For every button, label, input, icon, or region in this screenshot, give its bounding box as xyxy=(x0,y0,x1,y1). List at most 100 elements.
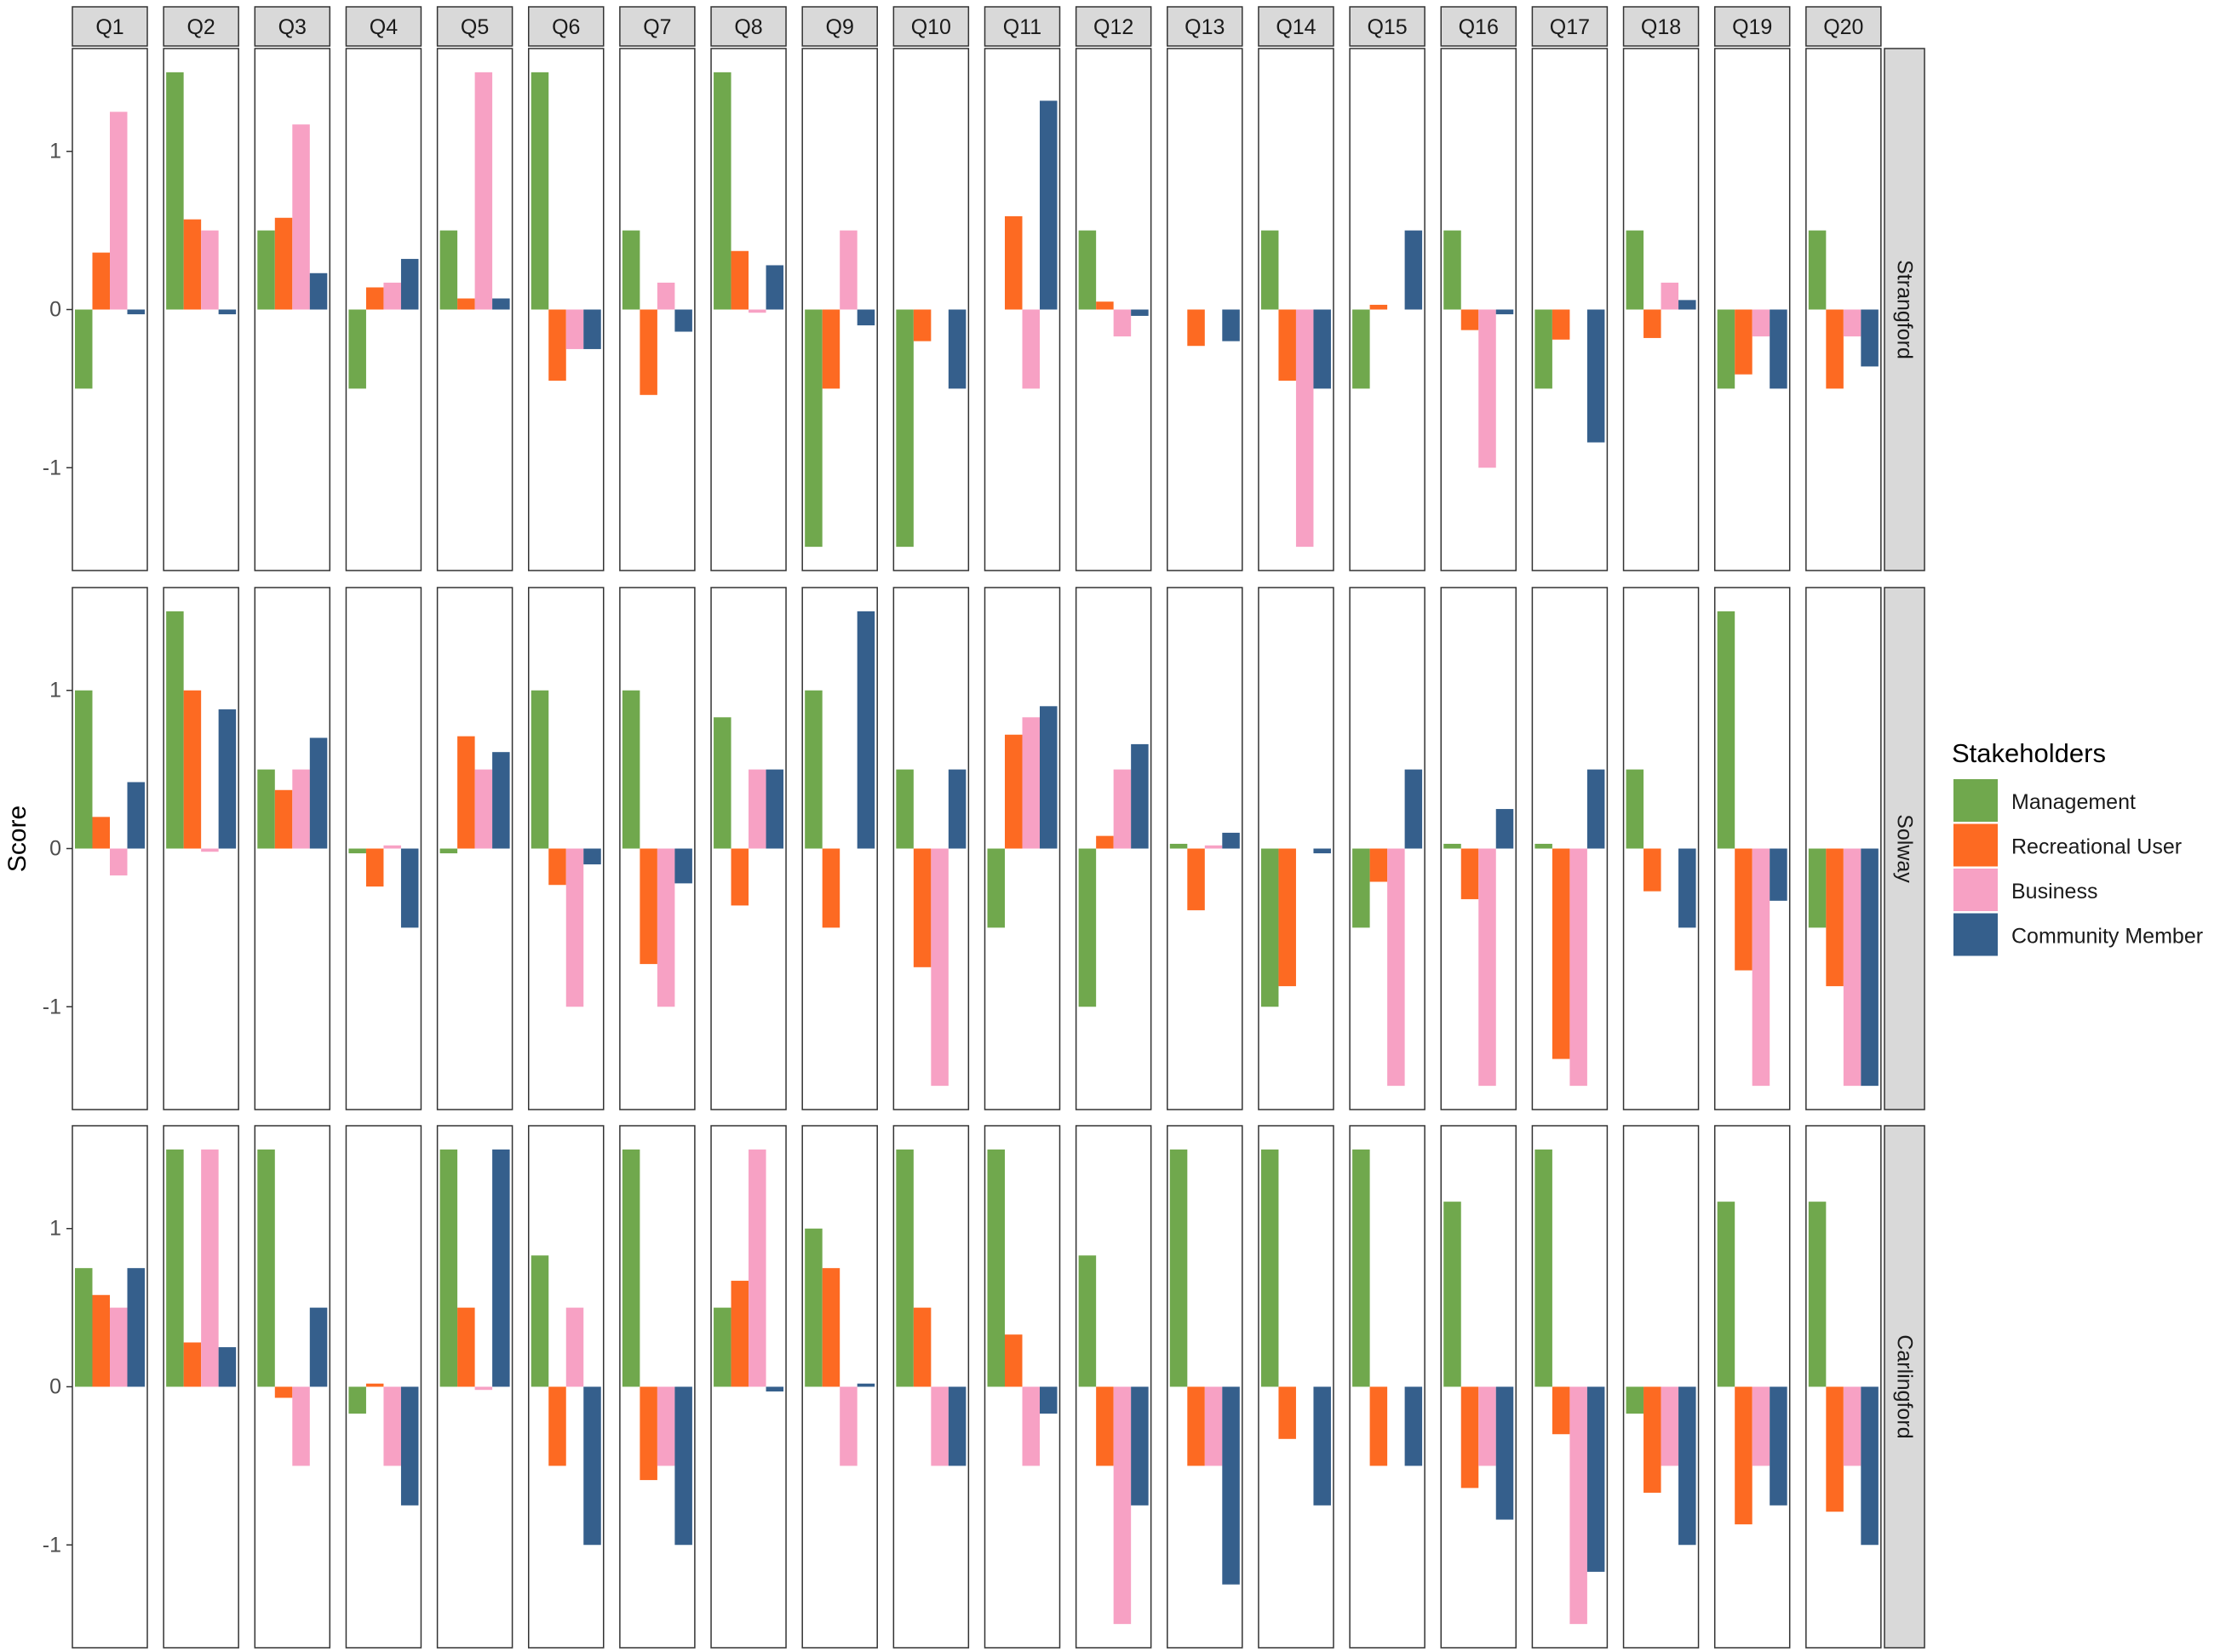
bar-strangford-q20-community-member: -0.36 xyxy=(1861,309,1879,367)
bar-solway-q6-community-member: -0.1 xyxy=(583,848,601,865)
panel-border xyxy=(163,1125,239,1649)
bar-carlingford-q3-community-member: 0.5 xyxy=(309,1307,328,1387)
panel-border xyxy=(1075,1125,1152,1649)
facet-strip-q1 xyxy=(72,6,148,47)
panel-border xyxy=(892,48,970,571)
bar-carlingford-q6-business: 0.5 xyxy=(565,1307,584,1387)
bar-strangford-q6-business: -0.25 xyxy=(565,309,584,349)
facet-label-carlingford: Carlingford xyxy=(1893,1334,1917,1438)
bar-solway-q20-business: -1.5 xyxy=(1843,848,1861,1087)
bar-carlingford-q3-management: 1.5 xyxy=(257,1149,275,1387)
bar-carlingford-q10-management: 1.5 xyxy=(896,1149,914,1387)
bar-strangford-q20-management: 0.5 xyxy=(1808,230,1827,310)
facet-strip-q8 xyxy=(710,6,787,47)
bar-carlingford-q17-business: -1.5 xyxy=(1569,1386,1587,1625)
bar-carlingford-q5-business: -0.02 xyxy=(474,1386,493,1391)
bar-carlingford-q5-community-member: 1.5 xyxy=(492,1149,510,1387)
facet-strip-q5 xyxy=(436,6,513,47)
bar-strangford-q2-management: 1.5 xyxy=(166,72,184,310)
facet-strip-q11 xyxy=(984,6,1061,47)
bar-strangford-q17-management: -0.5 xyxy=(1534,309,1552,389)
legend-key-management xyxy=(1953,779,1998,822)
bar-solway-q4-recreational-user: -0.24 xyxy=(365,848,384,887)
bar-solway-q6-business: -1 xyxy=(565,848,584,1007)
panel-border xyxy=(254,1125,331,1649)
bar-solway-q3-management: 0.5 xyxy=(257,769,275,849)
bar-strangford-q2-business: 0.5 xyxy=(201,230,219,310)
panel-border xyxy=(72,1125,148,1649)
bar-carlingford-q9-business: -0.5 xyxy=(840,1386,858,1466)
facet-label-q3: Q3 xyxy=(278,15,307,39)
panel-border xyxy=(72,587,148,1110)
bar-carlingford-q7-community-member: -1 xyxy=(674,1386,692,1546)
bar-strangford-q1-management: -0.5 xyxy=(75,309,93,389)
bar-solway-q3-recreational-user: 0.37 xyxy=(274,789,293,849)
legend-key-recreational-user xyxy=(1953,823,1998,867)
bar-carlingford-q12-management: 0.83 xyxy=(1078,1255,1097,1387)
panel-border xyxy=(801,1125,878,1649)
panel-border xyxy=(1440,48,1517,571)
panel-border xyxy=(1258,48,1334,571)
facet-strip-solway xyxy=(1884,587,1925,1110)
bar-solway-q13-business: 0.02 xyxy=(1204,845,1223,849)
bar-solway-q17-management: 0.03 xyxy=(1534,843,1552,849)
facet-label-q10: Q10 xyxy=(911,15,951,39)
bar-strangford-q1-community-member: -0.03 xyxy=(127,309,145,315)
bar-solway-q10-business: -1.5 xyxy=(931,848,949,1087)
panel-border xyxy=(984,1125,1061,1649)
bar-strangford-q7-recreational-user: -0.54 xyxy=(640,309,657,395)
bar-solway-q4-business: 0.02 xyxy=(383,845,401,849)
panel-border xyxy=(710,1125,787,1649)
panel-border xyxy=(1713,587,1791,1110)
bar-carlingford-q10-recreational-user: 0.5 xyxy=(913,1307,932,1387)
bar-carlingford-q20-management: 1.17 xyxy=(1808,1202,1827,1387)
facet-strip-q17 xyxy=(1531,6,1609,47)
bar-strangford-q19-business: -0.17 xyxy=(1752,309,1770,337)
legend-label-community-member: Community Member xyxy=(2011,925,2203,949)
panel-border xyxy=(528,48,605,571)
panel-border xyxy=(1805,1125,1882,1649)
bar-solway-q7-community-member: -0.22 xyxy=(674,848,692,884)
panel-border xyxy=(1440,1125,1517,1649)
panel-border xyxy=(1713,48,1791,571)
facet-label-q2: Q2 xyxy=(186,15,215,39)
bar-solway-q16-business: -1.5 xyxy=(1478,848,1496,1087)
bar-strangford-q12-community-member: -0.04 xyxy=(1131,309,1149,316)
facet-strip-q19 xyxy=(1713,6,1791,47)
y-tick-label: -1 xyxy=(43,1533,61,1557)
bar-carlingford-q4-business: -0.5 xyxy=(383,1386,401,1466)
bar-strangford-q10-management: -1.5 xyxy=(896,309,914,548)
facet-label-q20: Q20 xyxy=(1823,15,1863,39)
bar-strangford-q7-management: 0.5 xyxy=(622,230,640,310)
bar-carlingford-q12-recreational-user: -0.5 xyxy=(1096,1386,1114,1466)
facet-label-q8: Q8 xyxy=(734,15,762,39)
panel-border xyxy=(528,1125,605,1649)
bar-solway-q11-business: 0.83 xyxy=(1022,717,1040,849)
bar-carlingford-q13-recreational-user: -0.5 xyxy=(1187,1386,1205,1466)
bar-strangford-q11-business: -0.5 xyxy=(1022,309,1040,389)
bar-solway-q2-community-member: 0.88 xyxy=(218,709,237,849)
bar-strangford-q1-business: 1.25 xyxy=(110,112,128,310)
bar-carlingford-q17-community-member: -1.17 xyxy=(1586,1386,1605,1572)
bar-solway-q3-business: 0.5 xyxy=(292,769,310,849)
bar-strangford-q3-recreational-user: 0.58 xyxy=(274,217,293,310)
bar-strangford-q15-recreational-user: 0.03 xyxy=(1369,304,1388,310)
bar-strangford-q5-business: 1.5 xyxy=(474,72,493,310)
facet-strip-q6 xyxy=(528,6,605,47)
panel-border xyxy=(1349,587,1426,1110)
bar-strangford-q19-community-member: -0.5 xyxy=(1770,309,1787,389)
bar-solway-q6-recreational-user: -0.23 xyxy=(548,848,566,886)
bar-carlingford-q13-management: 1.5 xyxy=(1169,1149,1188,1387)
bar-strangford-q15-management: -0.5 xyxy=(1352,309,1370,389)
bar-solway-q5-business: 0.5 xyxy=(474,769,493,849)
bar-strangford-q10-community-member: -0.5 xyxy=(948,309,967,389)
bar-strangford-q3-community-member: 0.23 xyxy=(309,272,328,310)
bar-strangford-q7-business: 0.17 xyxy=(657,282,675,310)
bar-strangford-q18-business: 0.17 xyxy=(1661,282,1679,310)
bar-carlingford-q12-community-member: -0.75 xyxy=(1131,1386,1149,1506)
panel-border xyxy=(1167,1125,1243,1649)
bar-solway-q8-community-member: 0.5 xyxy=(766,769,784,849)
bar-strangford-q18-community-member: 0.06 xyxy=(1678,300,1696,310)
bar-strangford-q1-recreational-user: 0.36 xyxy=(92,252,110,310)
bar-solway-q2-management: 1.5 xyxy=(166,611,184,849)
